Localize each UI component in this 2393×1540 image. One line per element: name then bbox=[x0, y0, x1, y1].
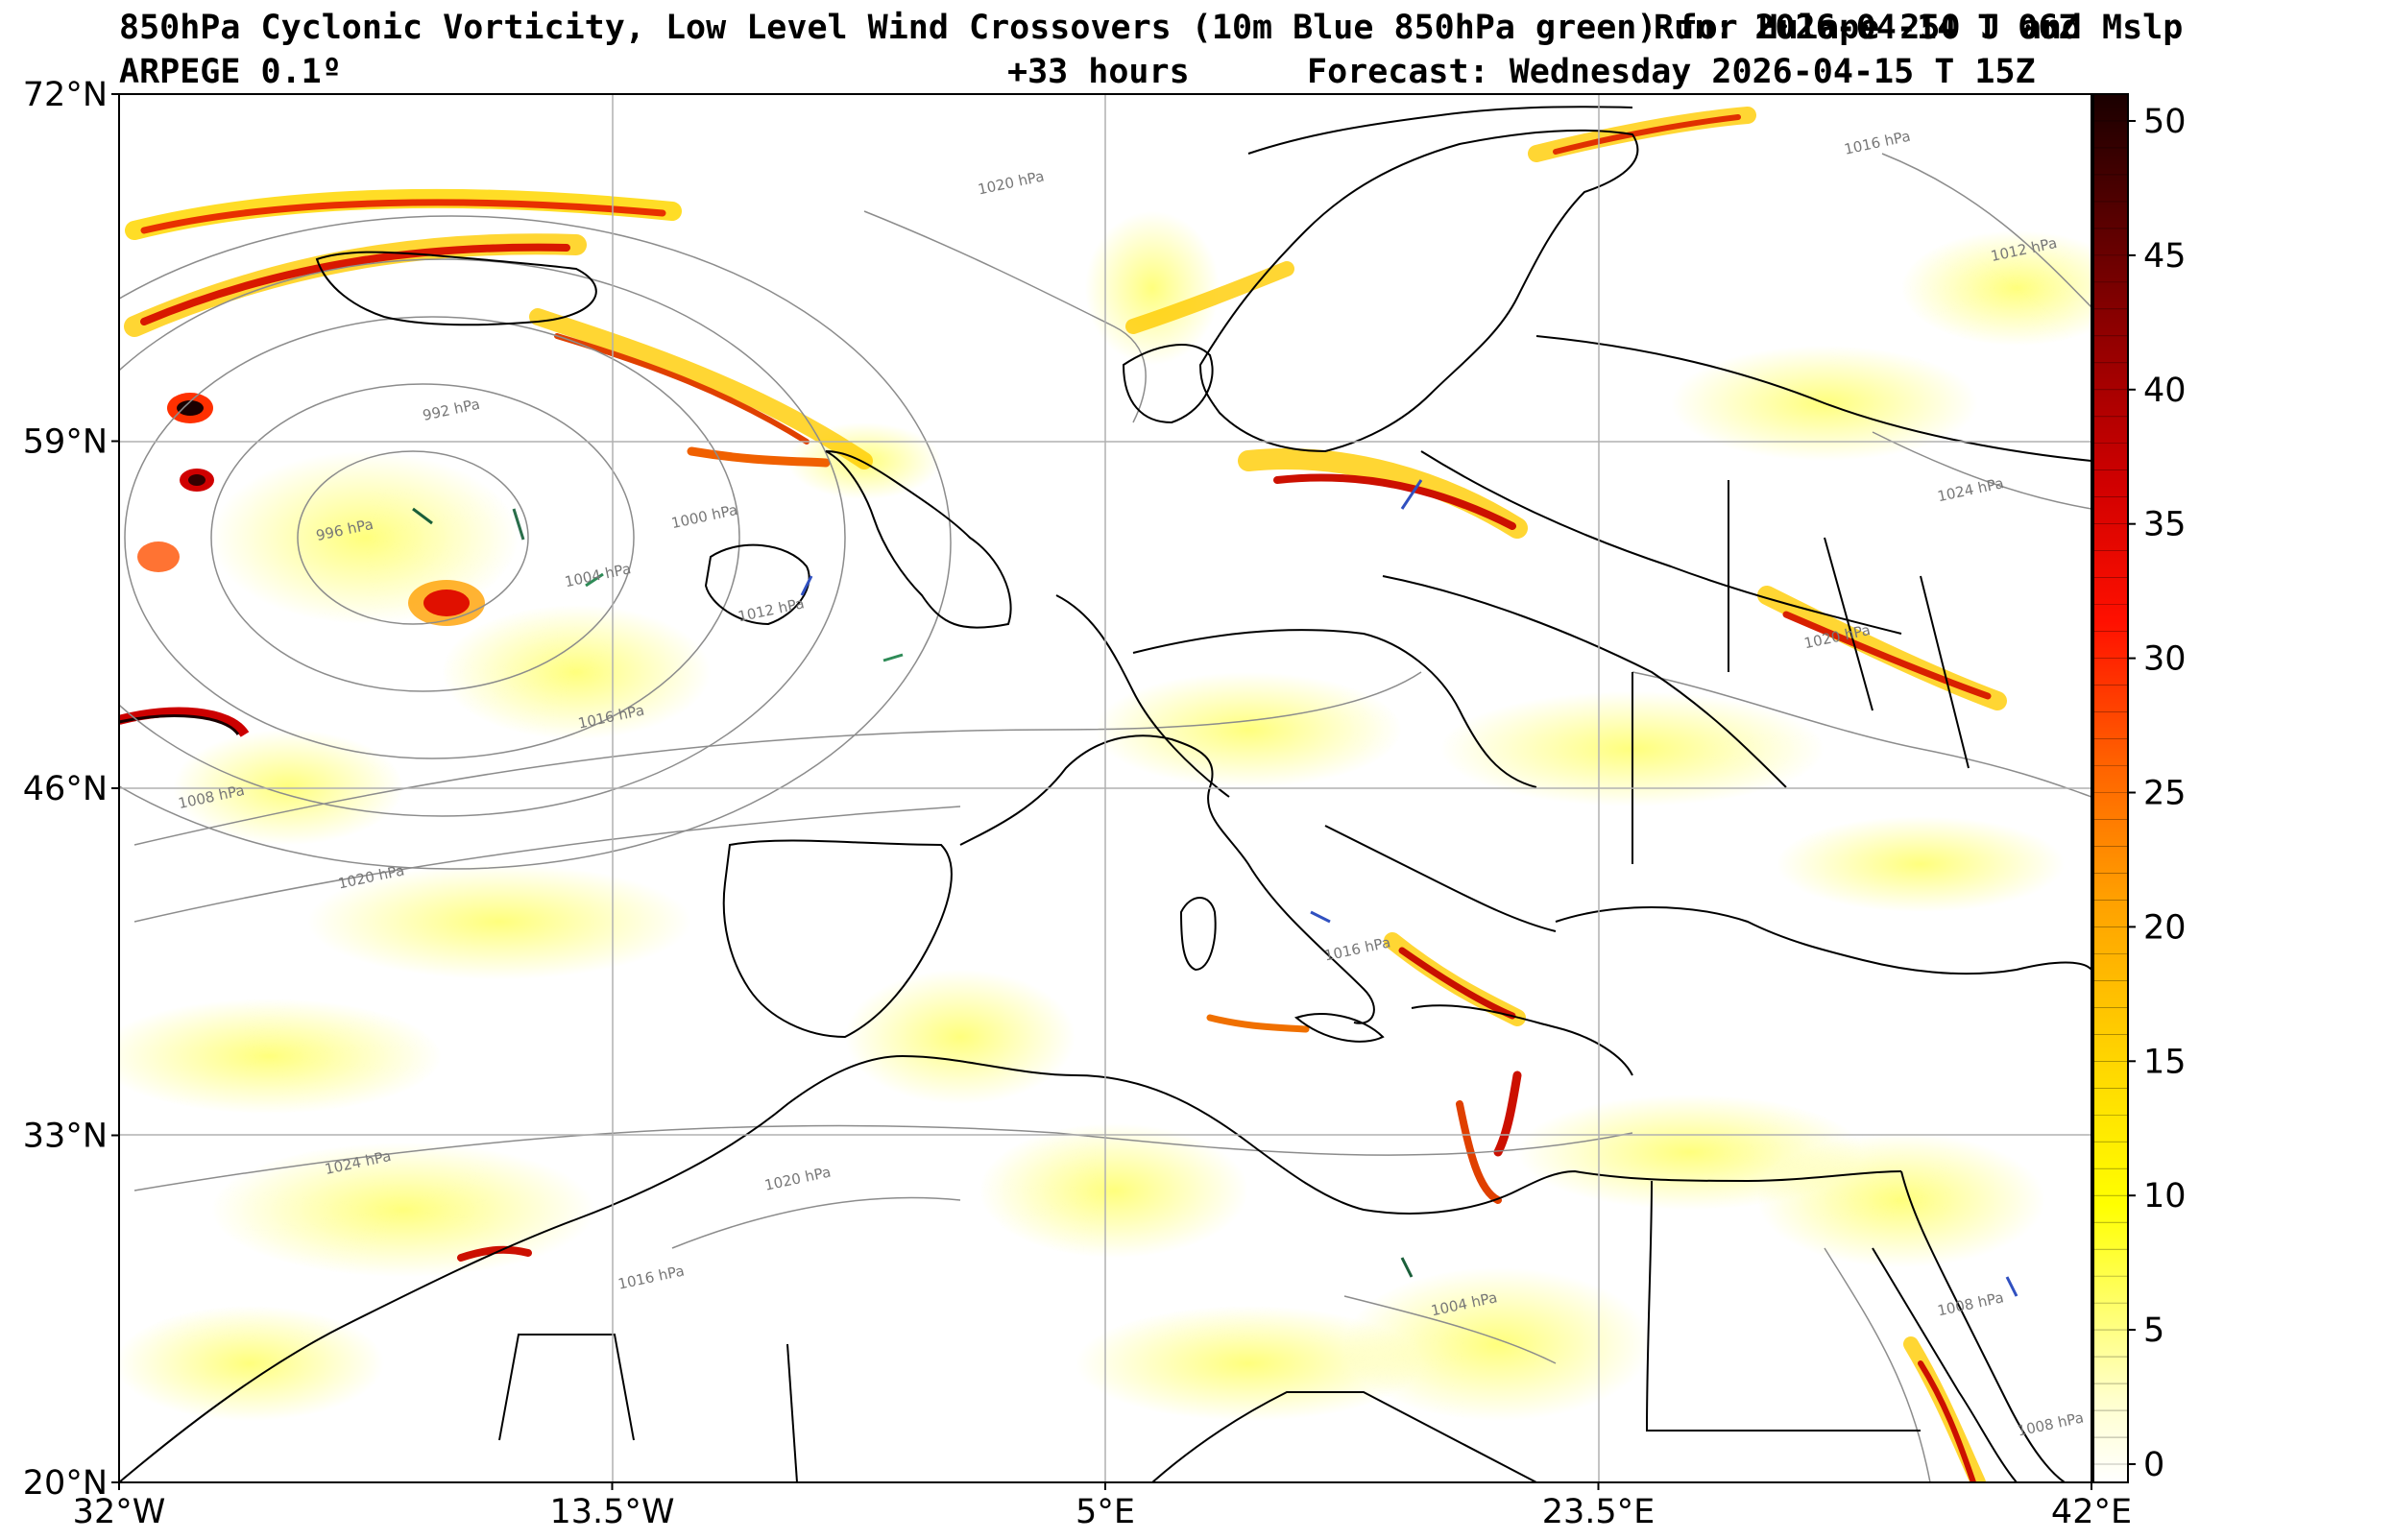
colorbar-tick-label: 50 bbox=[2143, 103, 2187, 141]
colorbar-tick-label: 10 bbox=[2143, 1177, 2187, 1215]
lat-tick-label: 59°N bbox=[23, 423, 108, 462]
run-timestamp: Run: 2026-04-14 T 06Z bbox=[1654, 9, 2079, 47]
lon-tick-label: 42°E bbox=[2051, 1493, 2132, 1531]
colorbar-gradient bbox=[2093, 94, 2128, 1482]
colorbar-tick-label: 25 bbox=[2143, 774, 2187, 812]
lon-tick-label: 5°E bbox=[1076, 1493, 1135, 1531]
lon-tick-label: 13.5°W bbox=[549, 1493, 674, 1531]
lat-tick-label: 33°N bbox=[23, 1118, 108, 1156]
colorbar-tick-label: 5 bbox=[2143, 1311, 2164, 1350]
lon-tick-label: 23.5°E bbox=[1542, 1493, 1656, 1531]
isobars bbox=[119, 153, 2091, 1482]
lon-tick-label: 32°W bbox=[73, 1493, 166, 1531]
colorbar: 0 5 10 15 20 25 30 35 40 45 50 bbox=[2092, 93, 2187, 1484]
lead-time: +33 hours bbox=[1007, 53, 1190, 91]
coastlines bbox=[119, 106, 2091, 1482]
colorbar-ticks: 0 5 10 15 20 25 30 35 40 45 50 bbox=[2093, 93, 2187, 1484]
longitude-axis: 32°W 13.5°W 5°E 23.5°E 42°E bbox=[73, 1482, 2132, 1531]
colorbar-tick-label: 45 bbox=[2143, 237, 2187, 276]
colorbar-tick-label: 15 bbox=[2143, 1043, 2187, 1081]
model-name: ARPEGE 0.1º bbox=[119, 53, 342, 91]
colorbar-tick-label: 40 bbox=[2143, 372, 2187, 410]
lat-tick-label: 20°N bbox=[23, 1464, 108, 1503]
lat-tick-label: 72°N bbox=[23, 76, 108, 114]
graticule bbox=[119, 94, 2091, 1482]
latitude-axis: 72°N 59°N 46°N 33°N 20°N bbox=[23, 76, 119, 1503]
wind-crossover-barbs bbox=[412, 479, 2018, 1297]
lat-tick-label: 46°N bbox=[23, 770, 108, 808]
vorticity-bands bbox=[124, 107, 2007, 1482]
colorbar-tick-label: 20 bbox=[2143, 908, 2187, 947]
map-title-line1: 850hPa Cyclonic Vorticity, Low Level Win… bbox=[119, 9, 2184, 47]
colorbar-tick-label: 35 bbox=[2143, 506, 2187, 544]
colorbar-tick-label: 0 bbox=[2143, 1446, 2164, 1484]
colorbar-tick-label: 30 bbox=[2143, 640, 2187, 679]
forecast-valid-time: Forecast: Wednesday 2026-04-15 T 15Z bbox=[1307, 53, 2036, 91]
